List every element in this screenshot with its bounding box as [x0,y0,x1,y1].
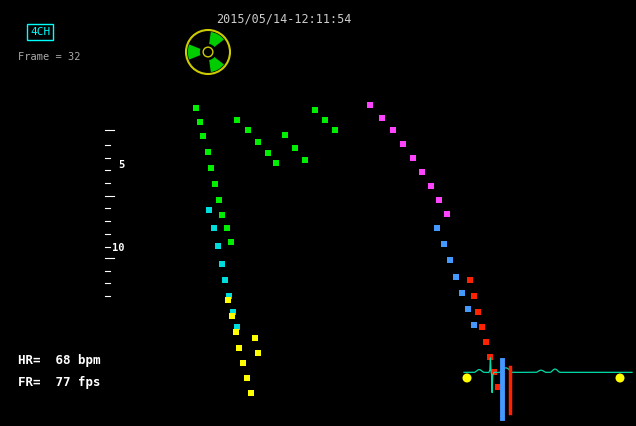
Point [214,196,224,203]
Circle shape [462,374,471,383]
Circle shape [616,374,625,383]
Point [227,313,237,320]
Wedge shape [209,57,224,72]
Text: FR=  77 fps: FR= 77 fps [18,376,100,389]
Point [232,117,242,124]
Point [210,181,220,187]
Point [439,241,449,248]
Point [250,334,260,341]
Text: 10: 10 [112,243,125,253]
Text: 4CH: 4CH [30,27,50,37]
Point [469,322,479,328]
Point [426,183,436,190]
Circle shape [203,47,213,57]
Point [213,242,223,249]
Point [191,105,201,112]
Point [226,239,236,245]
Point [203,149,213,155]
Point [477,324,487,331]
Point [217,212,227,219]
Point [365,101,375,108]
Text: Frame = 32: Frame = 32 [18,52,81,62]
Point [242,374,252,381]
Point [224,293,234,299]
Point [330,127,340,133]
Point [253,350,263,357]
Point [209,225,219,231]
Point [469,293,479,299]
Point [263,150,273,156]
Point [206,164,216,171]
Point [231,328,241,335]
Point [481,339,491,345]
Point [217,261,227,268]
Point [398,141,408,147]
Text: HR=  68 bpm: HR= 68 bpm [18,354,100,367]
Point [485,354,495,360]
Point [493,383,503,390]
Point [222,225,232,231]
Point [290,144,300,151]
Point [198,132,208,139]
Point [204,207,214,213]
Point [195,118,205,125]
Point [388,127,398,133]
Point [253,138,263,145]
Point [320,117,330,124]
Point [408,155,418,161]
Wedge shape [209,32,224,47]
Point [310,106,320,113]
Point [220,276,230,283]
Point [465,276,475,283]
Point [238,360,248,366]
Point [442,210,452,217]
Text: 5: 5 [118,160,124,170]
Point [223,296,233,303]
Point [228,308,238,315]
Point [457,290,467,296]
Point [234,345,244,351]
Point [445,256,455,263]
Point [280,132,290,138]
Point [377,115,387,121]
Point [451,273,461,280]
Point [434,196,444,203]
Point [246,390,256,397]
Point [432,225,442,231]
Point [417,169,427,176]
Wedge shape [188,44,200,60]
Point [473,308,483,315]
Point [243,127,253,133]
Point [271,160,281,167]
Point [300,157,310,164]
Point [232,324,242,331]
Point [489,368,499,375]
Text: 2015/05/14-12:11:54: 2015/05/14-12:11:54 [216,12,352,25]
Point [463,305,473,312]
